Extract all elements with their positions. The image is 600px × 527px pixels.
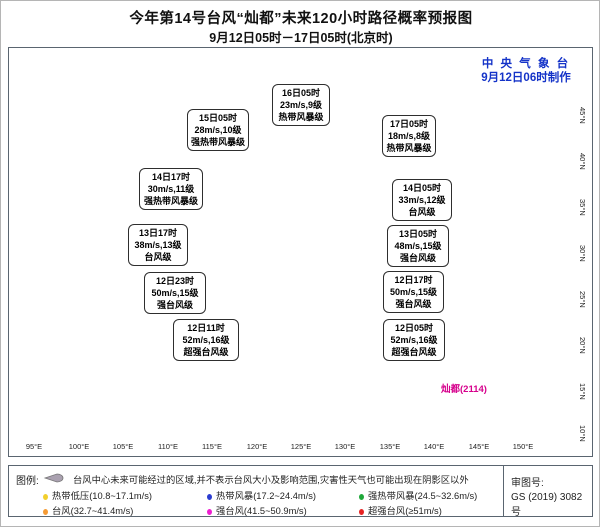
typhoon-name-label: 灿都(2114) (441, 384, 487, 395)
forecast-level: 超强台风级 (391, 347, 437, 358)
lon-tick-label: 105°E (112, 442, 134, 451)
lon-tick-label: 120°E (246, 442, 268, 451)
forecast-level: 热带风暴级 (386, 143, 432, 154)
lat-tick-label: 45°N (578, 107, 587, 124)
forecast-level: 超强台风级 (183, 347, 229, 358)
forecast-label-box: 16日05时 23m/s,9级 热带风暴级 (272, 84, 330, 127)
forecast-wind: 50m/s,15级 (389, 287, 438, 298)
map-review-number: GS (2019) 3082号 (511, 492, 583, 518)
lat-tick-label: 15°N (578, 383, 587, 400)
legend-dot (207, 494, 212, 500)
forecast-label-box: 15日05时 28m/s,10级 强热带风暴级 (187, 109, 249, 152)
forecast-label-box: 17日05时 18m/s,8级 热带风暴级 (382, 115, 436, 158)
lon-tick-label: 145°E (468, 442, 490, 451)
forecast-label-box: 12日11时 52m/s,16级 超强台风级 (173, 319, 239, 362)
forecast-label-box: 12日05时 52m/s,16级 超强台风级 (383, 319, 445, 362)
lat-tick-label: 35°N (578, 199, 587, 216)
legend-item-label: 台风(32.7~41.4m/s) (52, 506, 134, 516)
forecast-label-box: 12日17时 50m/s,15级 强台风级 (383, 271, 444, 314)
lon-tick-label: 150°E (512, 442, 534, 451)
forecast-time: 12日11时 (187, 323, 225, 333)
forecast-level: 热带风暴级 (278, 112, 324, 123)
legend-item: 热带低压(10.8~17.1m/s) (43, 488, 152, 502)
legend-item-label: 强热带风暴(24.5~32.6m/s) (368, 491, 478, 501)
forecast-wind: 50m/s,15级 (151, 288, 199, 299)
legend-cone-text: 台风中心未来可能经过的区域,并不表示台风大小及影响范围,灾害性天气也可能出现在阴… (73, 475, 469, 485)
forecast-wind: 52m/s,16级 (390, 335, 438, 346)
forecast-wind: 33m/s,12级 (398, 195, 446, 206)
map-review-label: 审图号: (511, 478, 544, 489)
legend-item-label: 热带低压(10.8~17.1m/s) (52, 491, 152, 501)
agency-name: 中 央 气 象 台 (481, 58, 571, 70)
legend-dot (359, 494, 364, 500)
forecast-wind: 23m/s,9级 (279, 100, 323, 111)
forecast-label-box: 13日05时 48m/s,15级 强台风级 (387, 225, 449, 268)
forecast-level: 台风级 (408, 207, 436, 218)
forecast-label-box: 12日23时 50m/s,15级 强台风级 (144, 272, 206, 315)
forecast-wind: 48m/s,15级 (394, 241, 442, 252)
lon-tick-label: 140°E (423, 442, 445, 451)
lat-tick-label: 25°N (578, 291, 587, 308)
cone-icon (43, 473, 64, 483)
forecast-level: 强热带风暴级 (190, 137, 245, 148)
forecast-level: 强台风级 (399, 253, 436, 264)
lon-tick-label: 115°E (202, 442, 222, 451)
forecast-label-box: 13日17时 38m/s,13级 台风级 (128, 224, 188, 267)
forecast-level: 强热带风暴级 (143, 196, 198, 207)
forecast-wind: 30m/s,11级 (147, 184, 195, 195)
lat-tick-label: 20°N (578, 337, 587, 354)
forecast-time: 12日23时 (155, 276, 195, 286)
page-subtitle: 9月12日05时－17日05时(北京时) (209, 31, 393, 45)
forecast-time: 12日17时 (394, 275, 433, 285)
page-title: 今年第14号台风“灿都”未来120小时路径概率预报图 (129, 11, 473, 27)
forecast-time: 13日17时 (138, 228, 178, 238)
forecast-time: 17日05时 (389, 119, 429, 129)
lon-tick-label: 100°E (68, 442, 90, 451)
lon-tick-label: 95°E (25, 442, 43, 451)
forecast-level: 强台风级 (156, 300, 193, 311)
legend-dot (43, 509, 48, 515)
legend-dot (207, 509, 212, 515)
legend-item: 强台风(41.5~50.9m/s) (207, 503, 307, 517)
legend-prefix: 图例: (16, 476, 39, 487)
forecast-label-box: 14日05时 33m/s,12级 台风级 (392, 179, 452, 222)
forecast-time: 14日05时 (402, 183, 442, 193)
forecast-time: 16日05时 (281, 88, 321, 98)
forecast-time: 15日05时 (198, 113, 238, 123)
legend: 图例: 台风中心未来可能经过的区域,并不表示台风大小及影响范围,灾害性天气也可能… (8, 465, 593, 518)
legend-item-label: 热带风暴(17.2~24.4m/s) (216, 491, 316, 501)
lat-tick-label: 10°N (578, 425, 587, 442)
agency-issued: 9月12日06时制作 (481, 72, 571, 84)
forecast-time: 14日17时 (151, 172, 191, 182)
forecast-level: 台风级 (144, 252, 172, 263)
legend-item: 强热带风暴(24.5~32.6m/s) (359, 488, 477, 502)
forecast-wind: 18m/s,8级 (387, 131, 431, 142)
forecast-wind: 28m/s,10级 (194, 125, 242, 136)
legend-item-label: 超强台风(≥51m/s) (368, 506, 442, 516)
lon-tick-label: 125°E (290, 442, 312, 451)
legend-divider (503, 466, 504, 516)
lon-tick-label: 135°E (379, 442, 401, 451)
forecast-label-box: 14日17时 30m/s,11级 强热带风暴级 (139, 168, 203, 211)
lat-tick-label: 40°N (578, 153, 587, 170)
lon-tick-label: 130°E (334, 442, 356, 451)
legend-item: 超强台风(≥51m/s) (359, 503, 442, 517)
legend-dot (359, 509, 364, 515)
lat-tick-label: 30°N (578, 245, 587, 262)
forecast-level: 强台风级 (395, 299, 432, 310)
forecast-wind: 52m/s,16级 (182, 335, 230, 346)
forecast-wind: 38m/s,13级 (134, 240, 182, 251)
legend-item-label: 强台风(41.5~50.9m/s) (216, 506, 307, 516)
forecast-time: 13日05时 (398, 229, 438, 239)
forecast-time: 12日05时 (394, 323, 434, 333)
lon-tick-label: 110°E (158, 442, 178, 451)
legend-item: 台风(32.7~41.4m/s) (43, 503, 133, 517)
legend-item: 热带风暴(17.2~24.4m/s) (207, 488, 316, 502)
legend-dot (43, 494, 48, 500)
